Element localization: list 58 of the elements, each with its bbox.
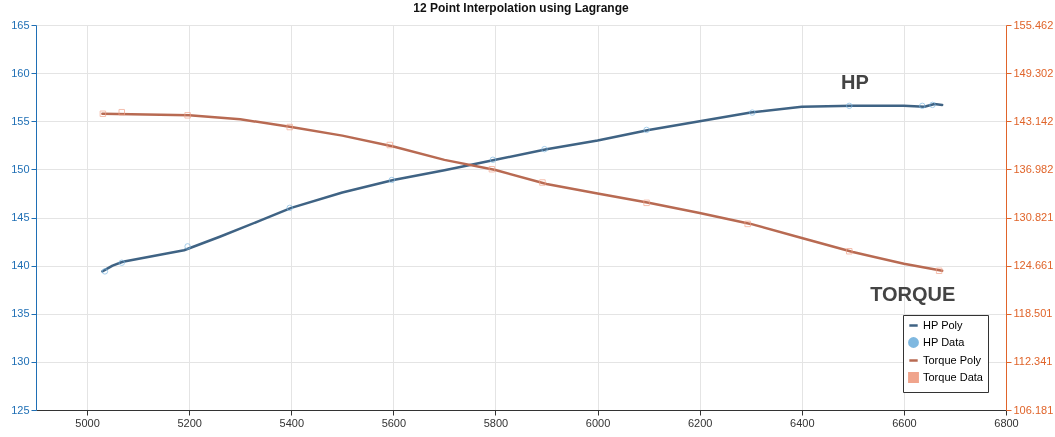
legend-label: Torque Poly	[923, 353, 982, 366]
point	[488, 165, 496, 173]
legend-label: Torque Data	[923, 370, 984, 383]
x-tick-label: 5800	[483, 416, 509, 429]
point	[541, 145, 548, 153]
y-tick-label: 145	[11, 211, 30, 223]
point	[101, 268, 109, 275]
point	[388, 176, 396, 184]
x-tick-label: 6600	[892, 416, 917, 429]
point	[489, 156, 497, 163]
point	[846, 248, 853, 255]
point	[286, 204, 293, 212]
x-tick-label: 5600	[381, 416, 407, 429]
point	[744, 220, 751, 228]
point	[935, 267, 943, 275]
x-tick-label: 5000	[75, 416, 100, 429]
point	[643, 199, 650, 207]
point	[749, 109, 756, 116]
y2-tick-label: 155.462	[1013, 18, 1054, 31]
y2-tick-label: 149.302	[1013, 66, 1054, 79]
point	[386, 141, 394, 149]
y2-tick-label: 112.341	[1013, 355, 1053, 368]
x-tick-label: 5400	[279, 416, 305, 429]
point	[919, 102, 926, 110]
y2-tick-label: 106.181	[1013, 403, 1054, 416]
point	[184, 112, 191, 119]
point	[99, 110, 107, 117]
y-tick-label: 160	[11, 66, 30, 79]
point	[286, 123, 293, 131]
x-tick-label: 6400	[790, 416, 815, 429]
annotation: HP	[841, 70, 869, 93]
legend-label: HP Data	[923, 335, 966, 348]
y2-tick-label: 124.661	[1013, 259, 1054, 272]
y2-tick-label: 136.982	[1013, 162, 1054, 175]
point	[643, 126, 650, 134]
chart-title: 12 Point Interpolation using Lagrange	[413, 1, 629, 15]
y-tick-label: 155	[11, 114, 30, 127]
y-tick-label: 135	[11, 307, 30, 320]
y-tick-label: 165	[11, 18, 30, 31]
y-tick-label: 125	[11, 403, 30, 416]
x-tick-label: 6200	[687, 416, 713, 429]
point	[846, 102, 853, 110]
y2-tick-label: 143.142	[1013, 114, 1054, 127]
y-tick-label: 140	[11, 259, 30, 272]
point	[929, 101, 936, 109]
y2-tick-label: 118.501	[1013, 307, 1053, 320]
x-tick-label: 5200	[177, 416, 202, 429]
legend-label: HP Poly	[923, 318, 964, 331]
y-tick-label: 130	[11, 355, 30, 368]
x-tick-label: 6000	[585, 416, 611, 429]
point	[118, 259, 126, 266]
y-tick-label: 150	[11, 162, 30, 175]
point	[539, 179, 546, 186]
point	[118, 108, 126, 116]
annotation: TORQUE	[870, 282, 956, 305]
point	[184, 243, 191, 250]
x-tick-label: 6800	[994, 416, 1019, 429]
y2-tick-label: 130.821	[1013, 211, 1054, 223]
